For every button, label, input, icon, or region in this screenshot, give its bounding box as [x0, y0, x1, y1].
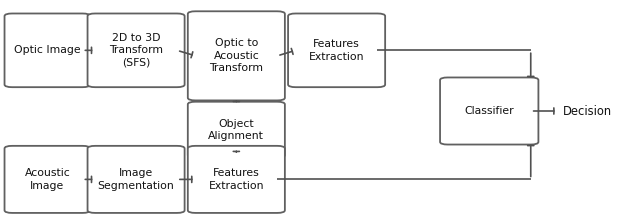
Text: Acoustic
Image: Acoustic Image: [24, 168, 70, 191]
FancyBboxPatch shape: [88, 146, 184, 213]
Text: Image
Segmentation: Image Segmentation: [98, 168, 175, 191]
FancyBboxPatch shape: [288, 14, 385, 87]
Text: Object
Alignment: Object Alignment: [209, 119, 264, 141]
Text: 2D to 3D
Transform
(SFS): 2D to 3D Transform (SFS): [109, 33, 163, 68]
FancyBboxPatch shape: [188, 146, 285, 213]
FancyBboxPatch shape: [188, 102, 285, 158]
Text: Decision: Decision: [563, 105, 612, 117]
FancyBboxPatch shape: [440, 77, 538, 145]
FancyBboxPatch shape: [4, 146, 90, 213]
FancyBboxPatch shape: [188, 11, 285, 100]
Text: Features
Extraction: Features Extraction: [309, 39, 364, 61]
Text: Features
Extraction: Features Extraction: [209, 168, 264, 191]
FancyBboxPatch shape: [88, 14, 184, 87]
FancyBboxPatch shape: [4, 14, 90, 87]
Text: Optic Image: Optic Image: [14, 45, 81, 55]
Text: Classifier: Classifier: [465, 106, 514, 116]
Text: Optic to
Acoustic
Transform: Optic to Acoustic Transform: [209, 38, 263, 73]
